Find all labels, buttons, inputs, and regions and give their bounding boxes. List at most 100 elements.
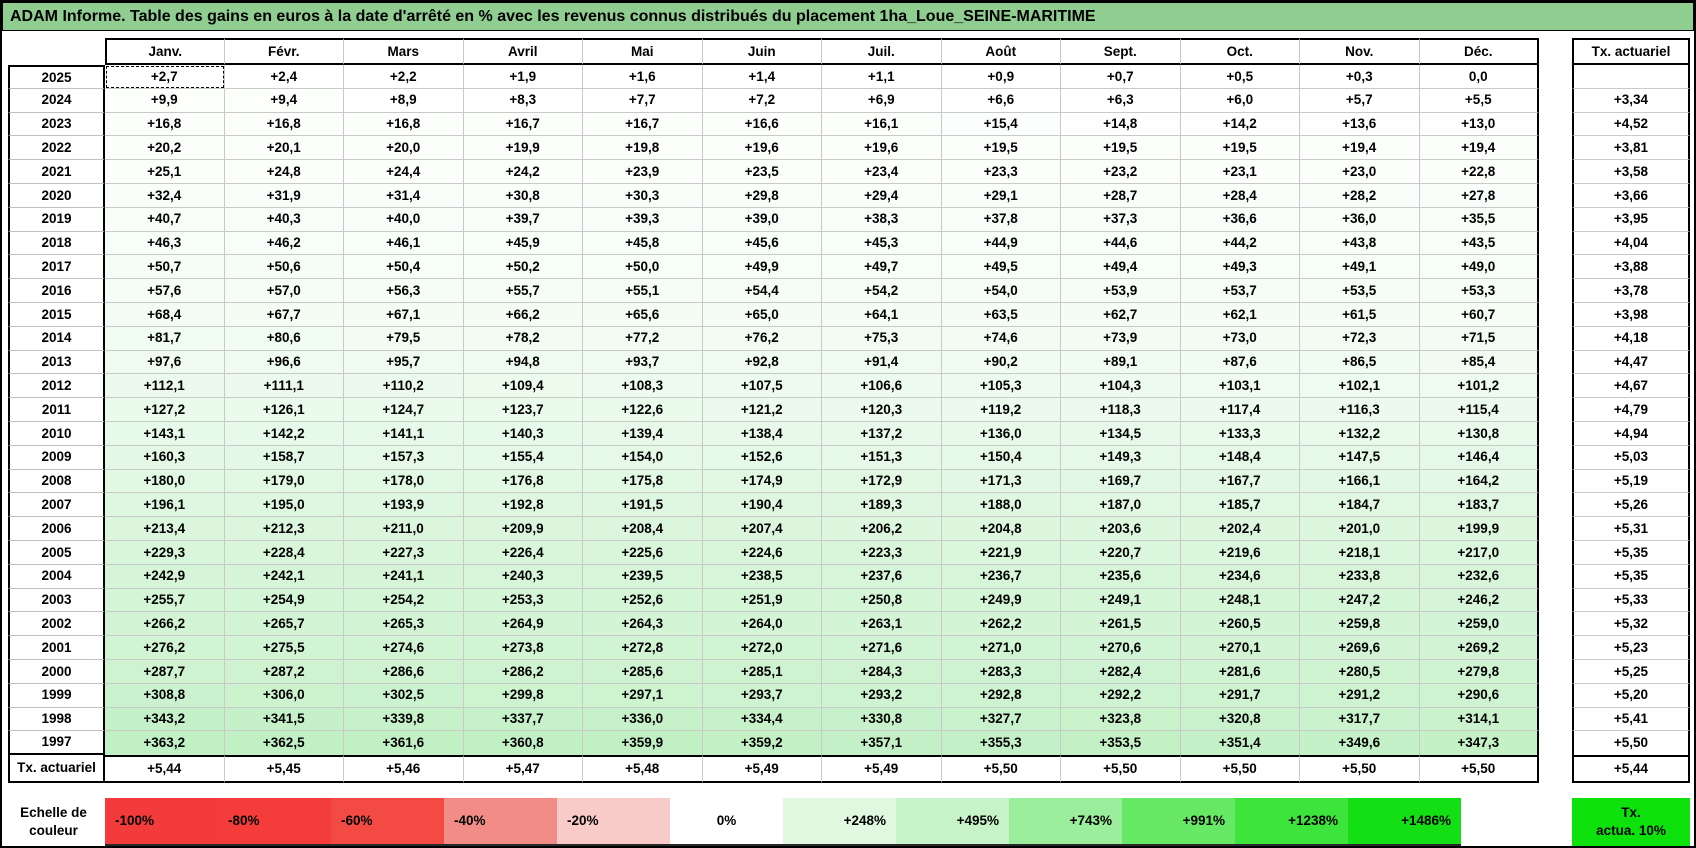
gain-cell[interactable]: +151,3 <box>822 445 942 470</box>
gain-cell[interactable]: +92,8 <box>702 350 822 375</box>
gain-cell[interactable]: +279,8 <box>1419 659 1539 684</box>
gain-cell[interactable]: +50,2 <box>463 255 583 280</box>
gain-cell[interactable]: +191,5 <box>583 493 703 518</box>
gain-cell[interactable]: +196,1 <box>105 493 225 518</box>
gain-cell[interactable]: +61,5 <box>1300 302 1420 327</box>
gain-cell[interactable]: +23,4 <box>822 160 942 184</box>
gain-cell[interactable]: +175,8 <box>583 469 703 494</box>
gain-cell[interactable]: +221,9 <box>941 540 1061 565</box>
gain-cell[interactable]: +37,3 <box>1061 207 1181 232</box>
gain-cell[interactable]: +138,4 <box>702 421 822 446</box>
gain-cell[interactable]: +355,3 <box>941 731 1061 756</box>
actuarial-cell[interactable]: +5,26 <box>1572 493 1690 518</box>
gain-cell[interactable]: +139,4 <box>583 421 703 446</box>
gain-cell[interactable]: +302,5 <box>344 683 464 708</box>
gain-cell[interactable]: +306,0 <box>224 683 344 708</box>
gain-cell[interactable]: +184,7 <box>1300 493 1420 518</box>
gain-cell[interactable]: +68,4 <box>105 302 225 327</box>
gain-cell[interactable]: +330,8 <box>822 707 942 732</box>
gain-cell[interactable]: +95,7 <box>344 350 464 375</box>
gain-cell[interactable]: +336,0 <box>583 707 703 732</box>
month-header[interactable]: Juil. <box>822 38 942 65</box>
gain-cell[interactable]: 0,0 <box>1419 65 1539 89</box>
year-label[interactable]: 2011 <box>8 398 105 422</box>
gain-cell[interactable]: +1,6 <box>583 65 703 89</box>
year-label[interactable]: 2023 <box>8 112 105 137</box>
gain-cell[interactable]: +341,5 <box>224 707 344 732</box>
gain-cell[interactable]: +265,7 <box>224 612 344 637</box>
gain-cell[interactable]: +19,5 <box>1061 136 1181 161</box>
gain-cell[interactable]: +29,1 <box>941 183 1061 208</box>
gain-cell[interactable]: +204,8 <box>941 517 1061 541</box>
gain-cell[interactable]: +359,2 <box>702 731 822 756</box>
gain-cell[interactable]: +49,3 <box>1180 255 1300 280</box>
gain-cell[interactable]: +337,7 <box>463 707 583 732</box>
gain-cell[interactable]: +0,9 <box>941 65 1061 89</box>
gain-cell[interactable]: +7,2 <box>702 88 822 113</box>
gain-cell[interactable]: +66,2 <box>463 302 583 327</box>
gain-cell[interactable]: +80,6 <box>224 326 344 351</box>
year-label[interactable]: 1999 <box>8 683 105 708</box>
gain-cell[interactable]: +14,2 <box>1180 112 1300 137</box>
gain-cell[interactable]: +9,4 <box>224 88 344 113</box>
gain-cell[interactable]: +46,3 <box>105 231 225 256</box>
gain-cell[interactable]: +234,6 <box>1180 564 1300 589</box>
actuarial-cell[interactable]: +4,94 <box>1572 421 1690 446</box>
gain-cell[interactable]: +44,2 <box>1180 231 1300 256</box>
year-label[interactable]: 2020 <box>8 183 105 208</box>
gain-cell[interactable]: +149,3 <box>1061 445 1181 470</box>
gain-cell[interactable]: +71,5 <box>1419 326 1539 351</box>
gain-cell[interactable]: +49,0 <box>1419 255 1539 280</box>
gain-cell[interactable]: +361,6 <box>344 731 464 756</box>
gain-cell[interactable]: +74,6 <box>941 326 1061 351</box>
month-header[interactable]: Mai <box>583 38 703 65</box>
gain-cell[interactable]: +363,2 <box>105 731 225 756</box>
gain-cell[interactable]: +32,4 <box>105 183 225 208</box>
gain-cell[interactable]: +250,8 <box>822 588 942 613</box>
gain-cell[interactable]: +334,4 <box>702 707 822 732</box>
gain-cell[interactable]: +54,0 <box>941 279 1061 303</box>
gain-cell[interactable]: +123,7 <box>463 398 583 422</box>
gain-cell[interactable]: +55,7 <box>463 279 583 303</box>
gain-cell[interactable]: +253,3 <box>463 588 583 613</box>
gain-cell[interactable]: +188,0 <box>941 493 1061 518</box>
gain-cell[interactable]: +19,8 <box>583 136 703 161</box>
gain-cell[interactable]: +237,6 <box>822 564 942 589</box>
gain-cell[interactable]: +38,3 <box>822 207 942 232</box>
gain-cell[interactable]: +212,3 <box>224 517 344 541</box>
gain-cell[interactable]: +180,0 <box>105 469 225 494</box>
actuarial-cell[interactable]: +3,81 <box>1572 136 1690 161</box>
gain-cell[interactable]: +171,3 <box>941 469 1061 494</box>
gain-cell[interactable]: +16,7 <box>463 112 583 137</box>
gain-cell[interactable]: +2,4 <box>224 65 344 89</box>
gain-cell[interactable]: +178,0 <box>344 469 464 494</box>
gain-cell[interactable]: +19,5 <box>1180 136 1300 161</box>
actuarial-rate-cell[interactable]: +5,50 <box>1180 755 1300 784</box>
year-label[interactable]: 2025 <box>8 65 105 89</box>
gain-cell[interactable]: +261,5 <box>1061 612 1181 637</box>
gain-cell[interactable]: +96,6 <box>224 350 344 375</box>
gain-cell[interactable]: +273,8 <box>463 636 583 660</box>
gain-cell[interactable]: +263,1 <box>822 612 942 637</box>
gain-cell[interactable]: +30,8 <box>463 183 583 208</box>
gain-cell[interactable]: +236,7 <box>941 564 1061 589</box>
gain-cell[interactable]: +24,8 <box>224 160 344 184</box>
gain-cell[interactable]: +19,9 <box>463 136 583 161</box>
year-label[interactable]: 2006 <box>8 517 105 541</box>
gain-cell[interactable]: +308,8 <box>105 683 225 708</box>
gain-cell[interactable]: +89,1 <box>1061 350 1181 375</box>
gain-cell[interactable]: +126,1 <box>224 398 344 422</box>
gain-cell[interactable]: +362,5 <box>224 731 344 756</box>
year-label[interactable]: 1997 <box>8 731 105 756</box>
gain-cell[interactable]: +91,4 <box>822 350 942 375</box>
gain-cell[interactable]: +44,9 <box>941 231 1061 256</box>
year-label[interactable]: 2017 <box>8 255 105 280</box>
gain-cell[interactable]: +225,6 <box>583 540 703 565</box>
gain-cell[interactable]: +50,4 <box>344 255 464 280</box>
gain-cell[interactable]: +142,2 <box>224 421 344 446</box>
gain-cell[interactable]: +1,1 <box>822 65 942 89</box>
gain-cell[interactable]: +43,8 <box>1300 231 1420 256</box>
gain-cell[interactable]: +220,7 <box>1061 540 1181 565</box>
gain-cell[interactable]: +264,3 <box>583 612 703 637</box>
gain-cell[interactable]: +0,3 <box>1300 65 1420 89</box>
